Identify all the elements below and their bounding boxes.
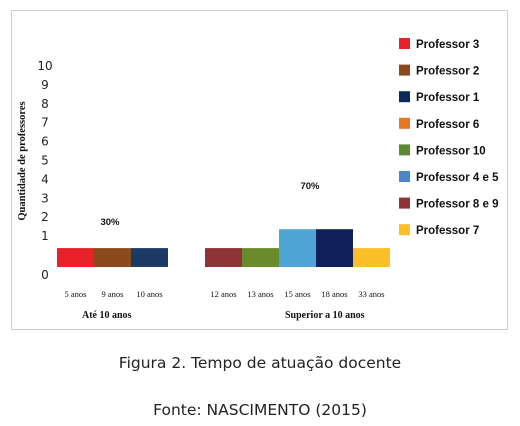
- legend-label-professor-6: Professor 6: [416, 119, 479, 131]
- y-tick-4: 4: [41, 172, 49, 186]
- category-label-9-anos: 9 anos: [102, 289, 124, 299]
- y-tick-9: 9: [41, 78, 49, 92]
- legend-label-professor-4-e-5: Professor 4 e 5: [416, 172, 499, 184]
- legend-label-professor-8-e-9: Professor 8 e 9: [416, 199, 498, 211]
- category-label-18-anos: 18 anos: [321, 289, 347, 299]
- category-label-13-anos: 13 anos: [247, 289, 273, 299]
- legend-swatch-professor-7: [399, 224, 410, 236]
- legend-swatch-professor-10: [399, 144, 410, 156]
- y-tick-0: 0: [41, 268, 49, 282]
- bar-18-anos: [316, 229, 353, 267]
- group-labels: Até 10 anos 30% Superior a 10 anos 70%: [82, 181, 365, 321]
- group-percent-2: 70%: [300, 181, 320, 192]
- y-tick-8: 8: [41, 97, 49, 111]
- legend-swatch-professor-4-e-5: [399, 171, 410, 182]
- y-tick-10: 10: [37, 59, 52, 73]
- y-tick-3: 3: [41, 191, 49, 205]
- y-tick-6: 6: [41, 135, 49, 149]
- y-tick-2: 2: [41, 210, 49, 224]
- y-axis-label: Quantidade de professores: [17, 101, 28, 220]
- category-label-12-anos: 12 anos: [210, 289, 236, 299]
- figure-caption: Figura 2. Tempo de atuação docente: [118, 354, 402, 372]
- group-label-1: Até 10 anos: [82, 310, 132, 321]
- bar-33-anos: [353, 248, 390, 267]
- legend-swatch-professor-2: [399, 64, 410, 76]
- group-percent-1: 30%: [100, 217, 120, 228]
- y-tick-5: 5: [41, 154, 49, 168]
- bar-12-anos: [205, 248, 242, 267]
- y-tick-1: 1: [41, 229, 49, 243]
- bar-5-anos: [57, 248, 94, 267]
- legend-label-professor-7: Professor 7: [416, 225, 479, 237]
- legend-swatch-professor-3: [399, 38, 410, 49]
- legend-swatch-professor-1: [399, 91, 410, 103]
- legend-label-professor-10: Professor 10: [416, 145, 486, 157]
- legend-label-professor-1: Professor 1: [416, 92, 480, 104]
- legend-label-professor-2: Professor 2: [416, 66, 479, 78]
- bar-15-anos: [279, 229, 316, 267]
- figure-source: Fonte: NASCIMENTO (2015): [153, 401, 367, 419]
- legend-swatch-professor-6: [399, 117, 410, 129]
- category-label-5-anos: 5 anos: [65, 289, 87, 299]
- bar-chart: 0 1 2 3 4 5 6 7 8 9 10 Quantidade de professores 5…: [17, 38, 499, 321]
- bar-10-anos: [131, 248, 168, 267]
- bar-9-anos: [94, 248, 131, 267]
- bars: [57, 229, 390, 267]
- bar-13-anos: [242, 248, 279, 267]
- category-label-33-anos: 33 anos: [358, 289, 384, 299]
- legend: Professor 3 Professor 2 Professor 1 Profess…: [399, 38, 499, 237]
- y-tick-7: 7: [41, 116, 49, 130]
- chart-frame: 0 1 2 3 4 5 6 7 8 9 10 Quantidade de professores 5…: [11, 10, 508, 330]
- y-axis-ticks: 0 1 2 3 4 5 6 7 8 9 10: [37, 59, 52, 282]
- category-label-15-anos: 15 anos: [284, 289, 310, 299]
- group-label-2: Superior a 10 anos: [285, 310, 365, 321]
- legend-label-professor-3: Professor 3: [416, 39, 479, 51]
- category-labels: 5 anos 9 anos 10 anos 12 anos 13 anos 15 anos…: [65, 289, 385, 299]
- legend-swatch-professor-8-e-9: [399, 197, 410, 209]
- category-label-10-anos: 10 anos: [136, 289, 162, 299]
